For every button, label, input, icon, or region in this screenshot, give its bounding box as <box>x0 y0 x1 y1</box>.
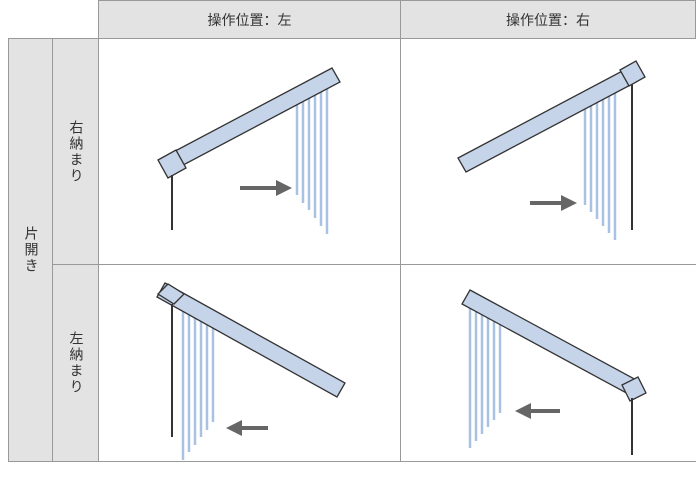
blind-left-right <box>157 67 341 234</box>
row-header: 左納まり <box>52 264 99 462</box>
row-label: 左納まり <box>67 331 84 395</box>
column-header: 操作位置：右 <box>400 0 696 39</box>
blind-right-left <box>461 289 647 455</box>
column-header: 操作位置：左 <box>98 0 401 39</box>
group-header: 片開き <box>8 38 53 462</box>
cell-borders <box>98 38 696 462</box>
row-label: 右納まり <box>67 119 84 184</box>
group-label: 片開き <box>22 226 39 274</box>
blind-left-left <box>156 282 346 460</box>
blind-right-right <box>457 60 646 240</box>
